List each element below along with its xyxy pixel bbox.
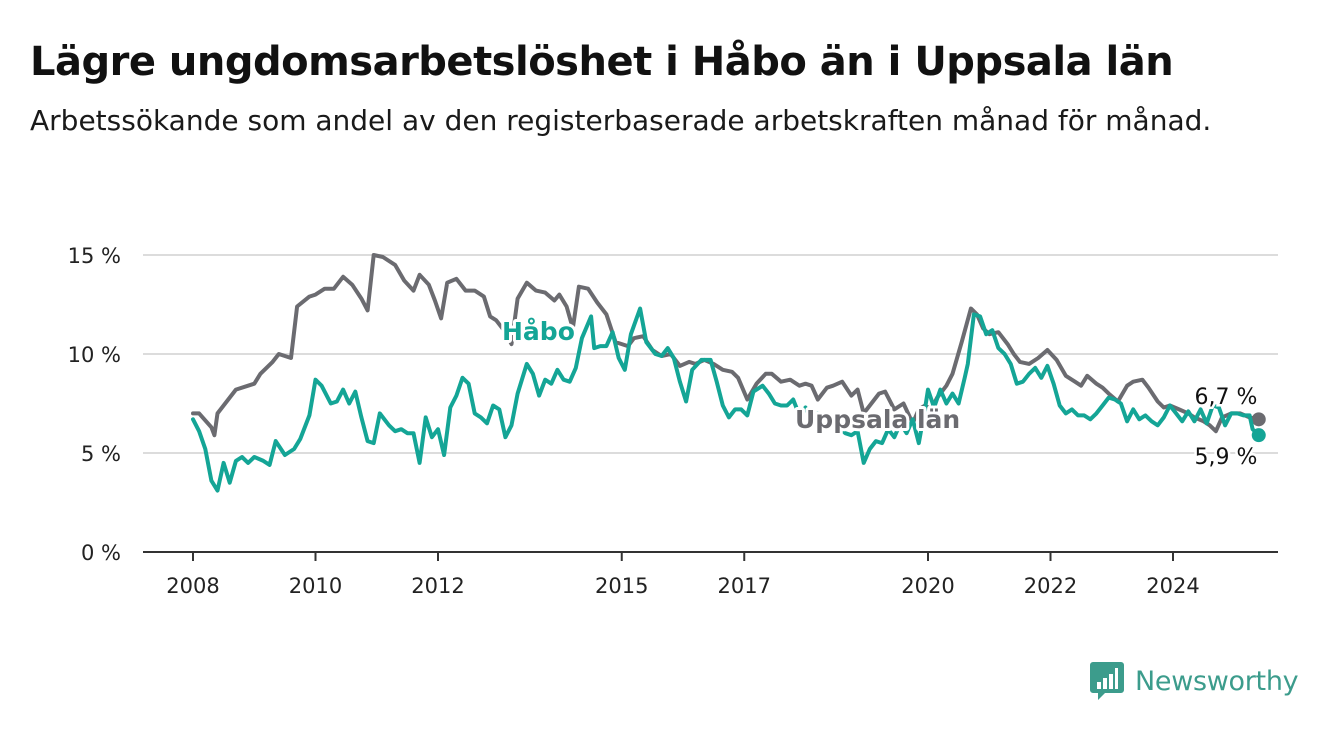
series-end-point [1251, 428, 1266, 443]
end-value-uppsala-lan: 6,7 % [1195, 385, 1258, 410]
x-tick-label: 2008 [166, 574, 219, 598]
newsworthy-logo-icon [1090, 662, 1124, 700]
series-labels: Uppsala län Håbo 6,7 % 5,9 % [499, 314, 1260, 473]
series-line-uppsala-lan [191, 253, 1261, 438]
x-tick-label: 2022 [1024, 574, 1077, 598]
y-tick-label: 10 % [68, 343, 121, 367]
series-name-habo: Håbo [502, 317, 575, 346]
x-axis: 2008 2010 2012 2015 2017 2020 2022 2024 [143, 551, 1278, 598]
x-tick-label: 2015 [595, 574, 648, 598]
series-group [191, 253, 1266, 493]
chart-subtitle: Arbetssökande som andel av den registerb… [30, 104, 1212, 137]
gridlines [143, 254, 1278, 454]
y-tick-label: 15 % [68, 244, 121, 268]
y-tick-label: 0 % [81, 541, 121, 565]
series-line-habo [191, 306, 1261, 493]
end-value-habo: 5,9 % [1195, 445, 1258, 470]
x-tick-label: 2024 [1146, 574, 1199, 598]
y-tick-label: 5 % [81, 442, 121, 466]
brand-name: Newsworthy [1135, 665, 1299, 697]
x-tick-label: 2012 [411, 574, 464, 598]
brand-logo: Newsworthy [1089, 660, 1299, 702]
series-name-uppsala-lan: Uppsala län [795, 405, 960, 434]
series-end-point [1251, 412, 1266, 427]
x-tick-label: 2017 [718, 574, 771, 598]
y-axis: 0 % 5 % 10 % 15 % [68, 244, 121, 565]
x-tick-label: 2010 [289, 574, 342, 598]
chart-title: Lägre ungdomsarbetslöshet i Håbo än i Up… [30, 39, 1174, 85]
x-tick-label: 2020 [901, 574, 954, 598]
